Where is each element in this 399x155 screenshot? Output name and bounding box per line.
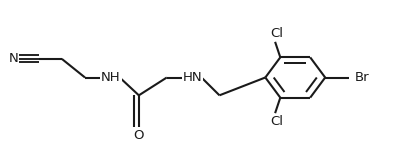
Text: O: O: [134, 129, 144, 142]
Text: HN: HN: [183, 71, 203, 84]
Text: Br: Br: [355, 71, 369, 84]
Text: Cl: Cl: [271, 27, 284, 40]
Text: NH: NH: [101, 71, 121, 84]
Text: Cl: Cl: [271, 115, 284, 128]
Text: N: N: [9, 52, 18, 65]
